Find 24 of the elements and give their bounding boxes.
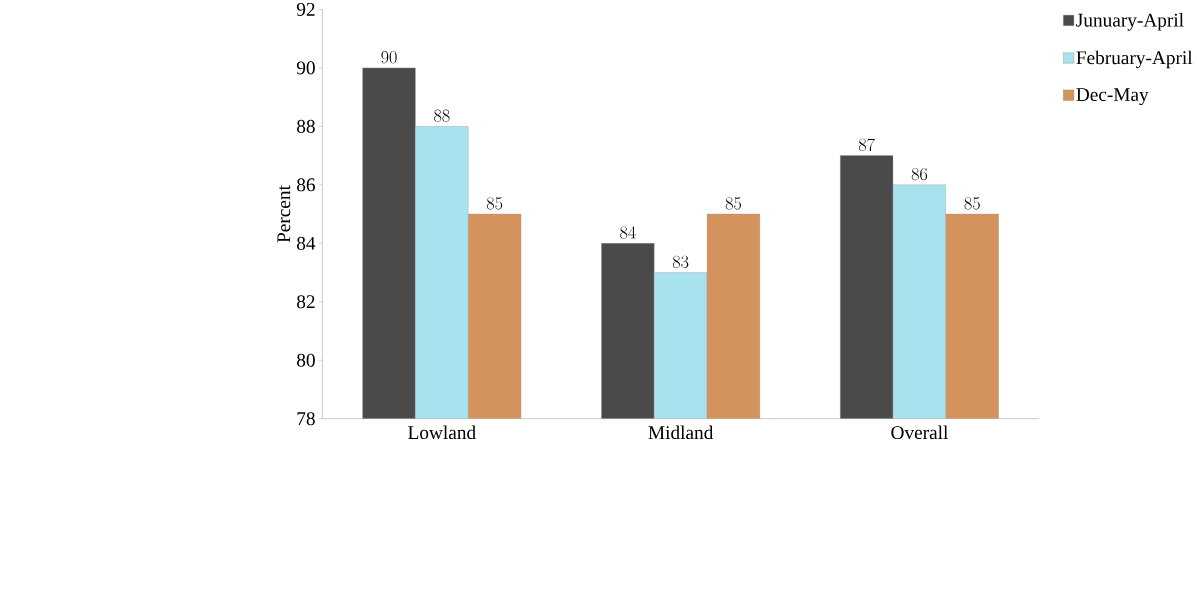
data-label: 85 bbox=[964, 197, 980, 210]
data-label: 85 bbox=[725, 197, 742, 210]
y-tick-label: 84 bbox=[297, 236, 316, 250]
data-label: 86 bbox=[911, 168, 928, 181]
legend-label: Dec-May bbox=[1076, 88, 1149, 106]
y-tick-label: 82 bbox=[297, 295, 315, 309]
x-tick-label: Midland bbox=[648, 425, 714, 440]
data-label: 88 bbox=[434, 109, 450, 122]
data-label: 84 bbox=[620, 226, 636, 239]
x-tick-label: Lowland bbox=[408, 425, 476, 440]
legend-label: Junuary-April bbox=[1076, 13, 1184, 31]
y-axis-title: Percent bbox=[277, 185, 291, 243]
y-tick-label: 88 bbox=[297, 120, 315, 134]
data-label: 85 bbox=[486, 197, 503, 210]
y-tick-label: 86 bbox=[297, 178, 315, 192]
x-tick-label: Overall bbox=[891, 425, 949, 440]
data-label: 87 bbox=[858, 138, 875, 152]
y-tick-label: 90 bbox=[296, 61, 315, 75]
y-tick-label: 78 bbox=[297, 412, 315, 426]
y-tick-label: 92 bbox=[296, 3, 315, 17]
data-label: 90 bbox=[381, 51, 397, 64]
y-tick-label: 80 bbox=[297, 353, 315, 367]
legend-label: February-April bbox=[1076, 50, 1193, 69]
data-label: 83 bbox=[672, 255, 689, 269]
